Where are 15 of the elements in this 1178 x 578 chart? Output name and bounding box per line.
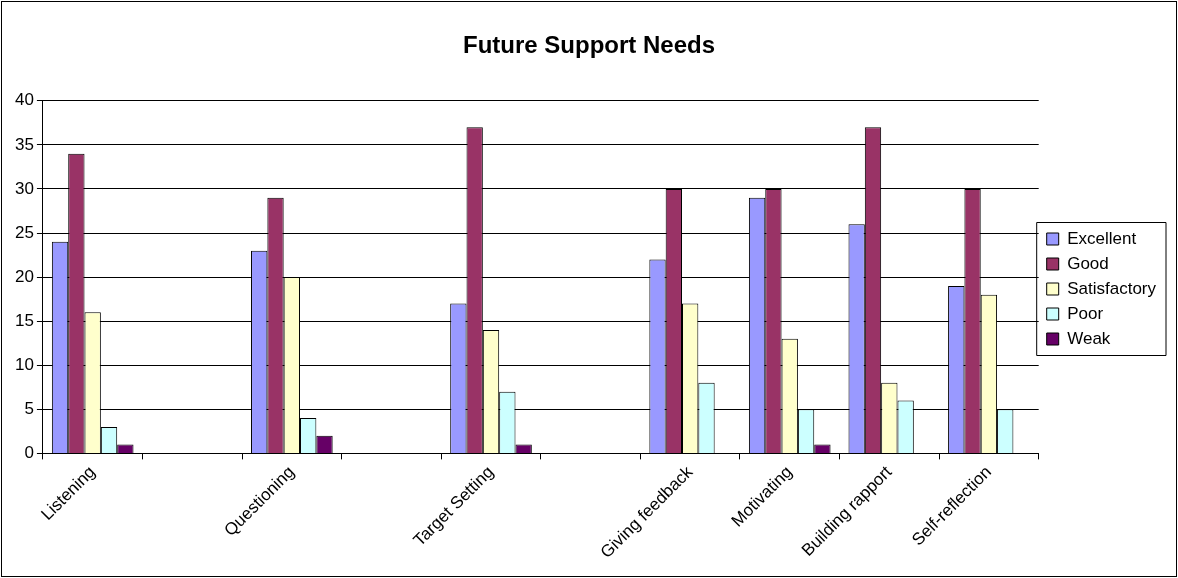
y-tick-label: 10	[14, 354, 34, 374]
y-tick-label: 5	[24, 398, 34, 418]
y-tick-label: 15	[14, 310, 34, 330]
legend-label: Satisfactory	[1067, 278, 1157, 298]
legend-label: Excellent	[1067, 228, 1137, 248]
y-tick-label: 35	[14, 134, 34, 154]
chart-title: Future Support Needs	[462, 31, 716, 59]
y-tick-label: 0	[24, 443, 34, 463]
legend-label: Weak	[1067, 328, 1111, 348]
legend-label: Poor	[1067, 303, 1104, 323]
y-tick-label: 20	[14, 266, 34, 286]
legend-label: Good	[1067, 253, 1109, 273]
y-tick-label: 30	[14, 178, 34, 198]
y-tick-label: 40	[14, 90, 34, 110]
y-tick-label: 25	[14, 222, 34, 242]
